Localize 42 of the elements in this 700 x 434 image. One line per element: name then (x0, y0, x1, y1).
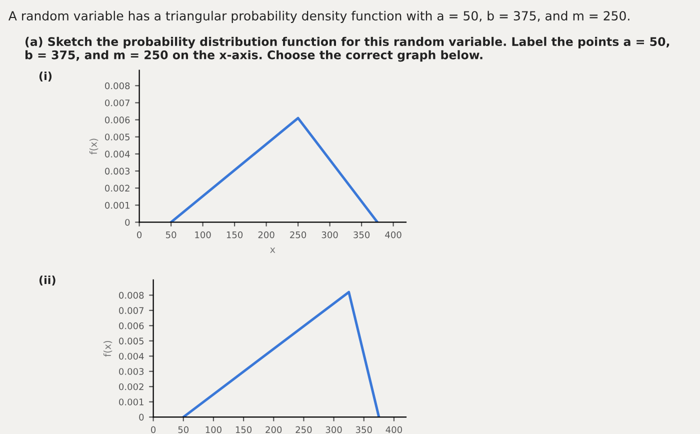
y-tick-label: 0 (125, 218, 130, 226)
x-tick-label: 300 (322, 231, 338, 238)
x-tick-label: 300 (326, 426, 342, 434)
x-tick-label: 250 (296, 426, 312, 434)
x-tick-label: 0 (151, 426, 156, 434)
y-tick-label: 0.007 (119, 307, 144, 314)
y-tick-label: 0.005 (105, 134, 130, 140)
y-tick-label: 0.005 (119, 338, 144, 344)
x-axis-title: x (270, 248, 276, 253)
x-tick-label: 250 (290, 231, 306, 238)
x-tick-label: 150 (226, 231, 243, 238)
x-tick-label: 200 (258, 231, 274, 238)
x-tick-label: 200 (266, 426, 282, 434)
text: A random variable has a triangular probability density function with a = 50, b = 375, and m = 250. (8, 10, 630, 23)
text: (ii) (39, 276, 56, 286)
y-tick-label: 0.004 (119, 352, 144, 360)
y-axis-title: f(x) (103, 340, 112, 357)
y-tick-label: 0.001 (105, 202, 130, 209)
y-tick-label: 0.002 (105, 184, 130, 192)
y-tick-label: 0.006 (119, 322, 144, 330)
y-tick-label: 0.002 (119, 383, 144, 390)
y-tick-label: 0.003 (119, 368, 144, 375)
y-tick-label: 0 (139, 414, 144, 421)
x-tick-label: 150 (236, 426, 252, 434)
y-tick-label: 0.008 (119, 292, 144, 299)
y-tick-label: 0.004 (105, 150, 130, 158)
text: (a) Sketch the probability distribution function for this random variable. Label the points a = 50, b = 375, and m = 250 on the x-axis. Choose the correct graph below. (25, 36, 670, 62)
y-tick-label: 0.001 (119, 398, 144, 406)
x-tick-label: 400 (385, 231, 402, 238)
x-tick-label: 400 (386, 426, 402, 434)
x-tick-label: 100 (195, 231, 211, 238)
x-tick-label: 350 (354, 231, 370, 238)
y-axis-title: f(x) (89, 138, 98, 154)
x-tick-label: 100 (206, 426, 222, 434)
x-tick-label: 350 (356, 426, 372, 434)
x-tick-label: 50 (178, 426, 189, 434)
y-tick-label: 0.007 (105, 99, 130, 106)
y-tick-label: 0.008 (105, 82, 130, 90)
y-tick-label: 0.003 (105, 168, 130, 175)
text: (i) (39, 72, 52, 82)
y-tick-label: 0.006 (105, 116, 130, 124)
x-tick-label: 50 (166, 231, 176, 238)
